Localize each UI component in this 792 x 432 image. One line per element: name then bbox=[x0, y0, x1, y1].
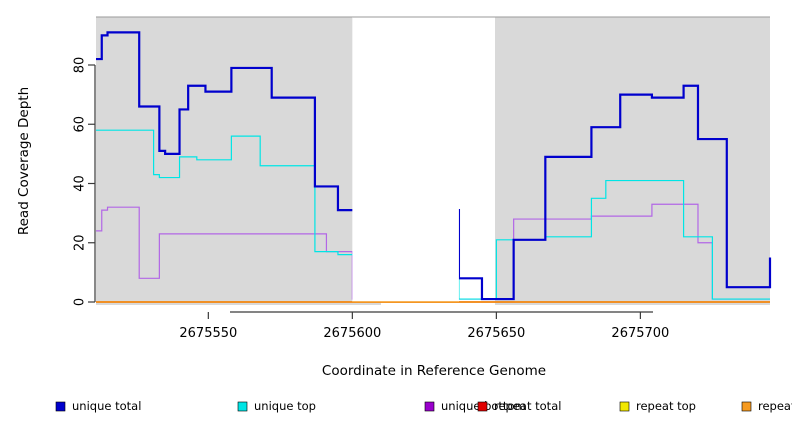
legend-label: unique top bbox=[254, 399, 316, 413]
legend-item-repeat-bottom[interactable]: repeat bottom bbox=[741, 399, 792, 413]
y-tick-label: 60 bbox=[73, 116, 88, 133]
no-data-gap bbox=[352, 17, 459, 302]
series-line-unique-total bbox=[96, 31, 772, 301]
legend-swatch bbox=[741, 401, 752, 412]
legend-label: unique total bbox=[72, 399, 141, 413]
x-tick-label: 2675700 bbox=[611, 326, 669, 341]
legend-label: repeat top bbox=[636, 399, 696, 413]
y-axis: 0 20 40 60 80 Read Coverage Depth bbox=[16, 57, 96, 306]
y-tick-label: 80 bbox=[73, 57, 88, 74]
legend-swatch bbox=[55, 401, 66, 412]
x-tick-label: 2675550 bbox=[179, 326, 237, 341]
legend-item-repeat-total[interactable]: repeat total bbox=[477, 399, 561, 413]
legend-swatch bbox=[237, 401, 248, 412]
x-tick-label: 2675650 bbox=[467, 326, 525, 341]
y-tick-label: 0 bbox=[73, 298, 88, 306]
legend-item-repeat-top[interactable]: repeat top bbox=[619, 399, 696, 413]
series-line-unique-bottom bbox=[96, 203, 770, 300]
y-tick-label: 40 bbox=[73, 175, 88, 192]
legend-swatch bbox=[619, 401, 630, 412]
x-axis: 2675550 2675600 2675650 2675700 Coordinate … bbox=[179, 311, 669, 379]
legend-label: repeat bottom bbox=[758, 399, 792, 413]
legend-label: repeat total bbox=[494, 399, 561, 413]
plot-background bbox=[96, 16, 770, 305]
x-axis-title: Coordinate in Reference Genome bbox=[322, 363, 546, 379]
data-series-layer bbox=[96, 16, 772, 303]
legend-swatch bbox=[424, 401, 435, 412]
chart-legend: unique total unique top unique bottomrepea… bbox=[55, 399, 792, 413]
series-line-unique-top bbox=[96, 129, 770, 300]
legend-item-unique-top[interactable]: unique top bbox=[237, 399, 316, 413]
y-axis-title: Read Coverage Depth bbox=[16, 87, 32, 235]
legend-item-unique-total[interactable]: unique total bbox=[55, 399, 141, 413]
y-tick-label: 20 bbox=[73, 234, 88, 251]
x-tick-label: 2675600 bbox=[323, 326, 381, 341]
legend-swatch bbox=[477, 401, 488, 412]
